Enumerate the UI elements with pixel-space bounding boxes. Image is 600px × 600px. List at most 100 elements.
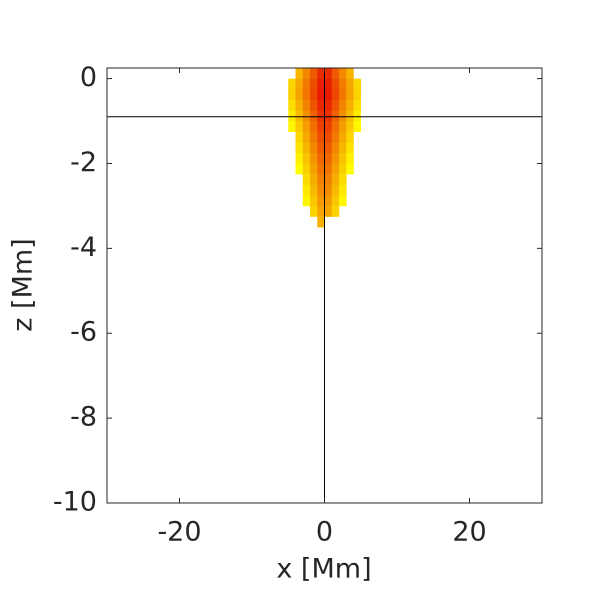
heatmap-cell — [310, 205, 318, 217]
heatmap-cell — [324, 152, 333, 164]
heatmap-cell — [302, 184, 311, 196]
heatmap-cell — [324, 184, 333, 196]
heatmap-cell — [302, 131, 311, 143]
y-axis-label: z [Mm] — [8, 238, 39, 331]
heatmap-cell — [302, 152, 311, 164]
heatmap-cell — [302, 68, 311, 79]
heatmap-cell — [295, 121, 304, 132]
heatmap-cell — [317, 152, 325, 164]
heatmap-cell — [310, 68, 318, 79]
heatmap-cell — [302, 99, 311, 111]
heatmap-cell — [331, 121, 340, 132]
heatmap-cell — [339, 195, 347, 207]
heatmap-cell — [324, 195, 333, 207]
heatmap-cell — [346, 99, 354, 111]
heatmap-cell — [302, 89, 311, 101]
heatmap-cell — [331, 174, 340, 186]
heatmap-cell — [295, 142, 304, 154]
heatmap-cell — [295, 131, 304, 143]
heatmap-cell — [288, 121, 296, 132]
heatmap-cell — [310, 99, 318, 111]
heatmap-cell — [331, 205, 340, 217]
heatmap-cell — [331, 68, 340, 79]
heatmap-cell — [310, 195, 318, 207]
heatmap-cell — [324, 121, 333, 132]
heatmap-cell — [310, 152, 318, 164]
heatmap-cell — [339, 142, 347, 154]
heatmap-cell — [317, 195, 325, 207]
heatmap-cell — [302, 78, 311, 90]
heatmap-cell — [339, 131, 347, 143]
heatmap-cell — [331, 78, 340, 90]
y-tick-label: -4 — [70, 232, 97, 263]
heatmap-cell — [339, 78, 347, 90]
heatmap-cell — [302, 110, 311, 122]
heatmap-cell — [288, 89, 296, 101]
y-tick-label: -6 — [70, 317, 97, 348]
heatmap-cell — [353, 99, 362, 111]
heatmap-cell — [302, 174, 311, 186]
heatmap-cell — [324, 99, 333, 111]
heatmap-cell — [295, 89, 304, 101]
heatmap-cell — [346, 131, 354, 143]
heatmap-cell — [310, 131, 318, 143]
heatmap-cell — [331, 99, 340, 111]
heatmap-cell — [310, 184, 318, 196]
heatmap-cell — [295, 99, 304, 111]
heatmap-cell — [302, 142, 311, 154]
heatmap-cell — [324, 110, 333, 122]
heatmap-cell — [324, 205, 333, 217]
heatmap-cell — [324, 78, 333, 90]
heatmap-cell — [310, 174, 318, 186]
heatmap-cell — [317, 89, 325, 101]
heatmap-cell — [339, 174, 347, 186]
heatmap-cell — [353, 89, 362, 101]
heatmap-cell — [339, 99, 347, 111]
x-tick-label: 20 — [452, 517, 486, 548]
heatmap-cell — [310, 163, 318, 175]
heatmap-cell — [310, 110, 318, 122]
heatmap-cell — [295, 152, 304, 164]
heatmap-cell — [339, 110, 347, 122]
heatmap-cell — [317, 99, 325, 111]
heatmap-cell — [317, 163, 325, 175]
heatmap-cell — [295, 163, 304, 175]
heatmap-cell — [317, 121, 325, 132]
heatmap-cell — [346, 89, 354, 101]
heatmap-cell — [339, 121, 347, 132]
heatmap-cell — [295, 68, 304, 79]
heatmap-cell — [324, 131, 333, 143]
heatmap-cell — [346, 78, 354, 90]
heatmap-cell — [310, 78, 318, 90]
heatmap-cell — [331, 184, 340, 196]
heatmap-cell — [317, 205, 325, 217]
heatmap-cell — [324, 89, 333, 101]
heatmap-cell — [331, 195, 340, 207]
heatmap-cell — [353, 110, 362, 122]
heatmap-cell — [331, 89, 340, 101]
heatmap-cell — [339, 89, 347, 101]
heatmap-cell — [302, 121, 311, 132]
heatmap-cell — [302, 195, 311, 207]
x-axis-label: x [Mm] — [276, 554, 371, 585]
heatmap-cell — [339, 184, 347, 196]
y-tick-label: 0 — [80, 62, 97, 93]
heatmap-cell — [317, 68, 325, 79]
heatmap-cell — [339, 163, 347, 175]
heatmap-cell — [331, 110, 340, 122]
y-tick-label: -8 — [70, 402, 97, 433]
heatmap-cell — [324, 142, 333, 154]
heatmap-cell — [295, 110, 304, 122]
heatmap-cell — [331, 131, 340, 143]
heatmap-cell — [317, 142, 325, 154]
heatmap-cell — [317, 78, 325, 90]
heatmap-cell — [317, 216, 325, 228]
heatmap-cell — [288, 110, 296, 122]
x-tick-label: -20 — [157, 517, 201, 548]
heatmap-cell — [295, 78, 304, 90]
heatmap-cell — [317, 184, 325, 196]
heatmap-cell — [353, 121, 362, 132]
x-tick-label: 0 — [316, 517, 333, 548]
heatmap-cell — [346, 68, 354, 79]
